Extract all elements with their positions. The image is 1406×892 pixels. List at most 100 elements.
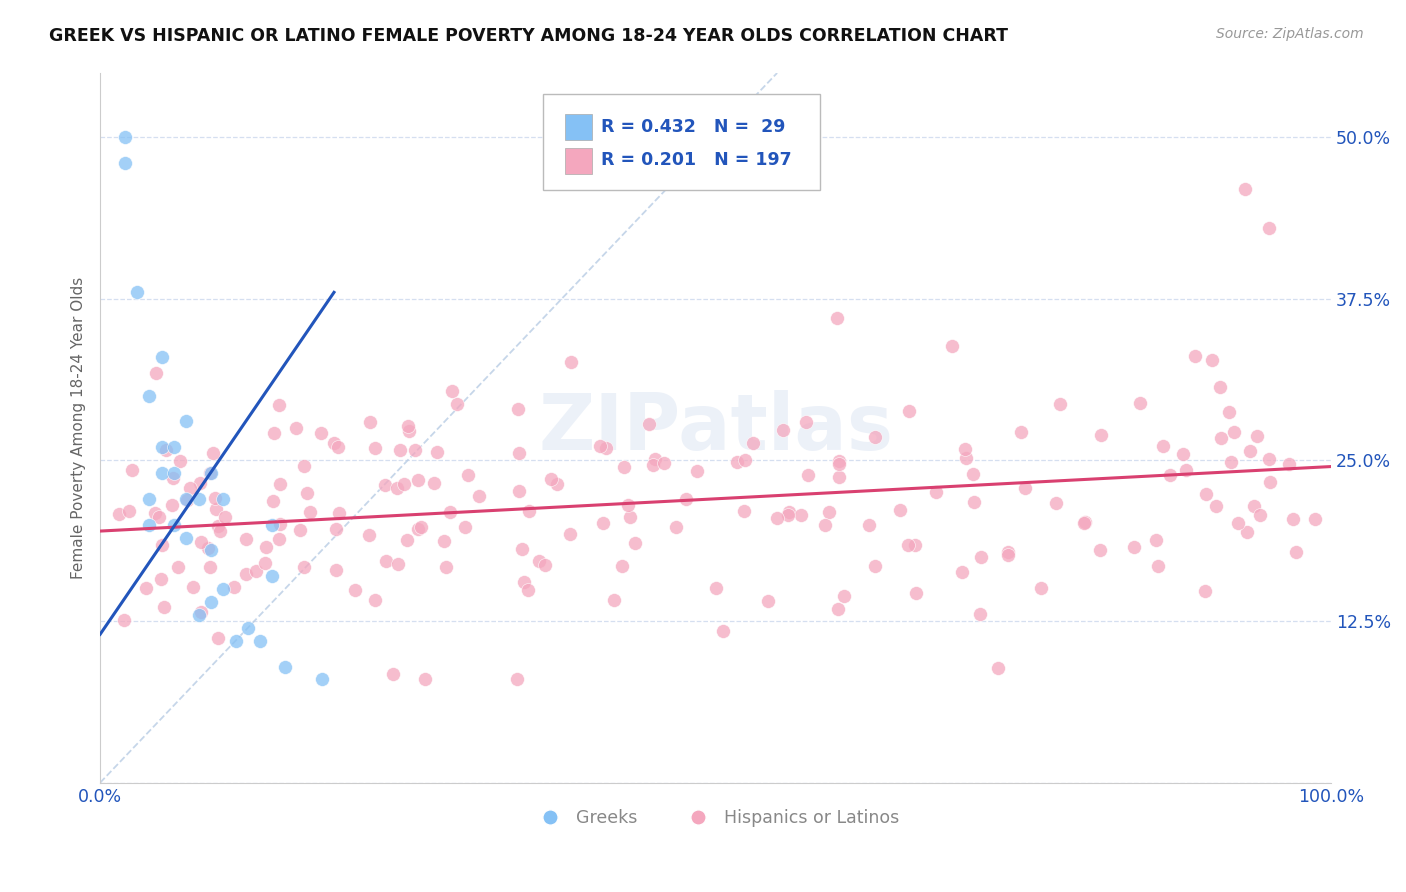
- Point: [398, 425, 420, 439]
- Point: [794, 415, 817, 429]
- Point: [1285, 545, 1308, 559]
- Point: [408, 522, 430, 536]
- Point: [457, 467, 479, 482]
- Point: [510, 541, 533, 556]
- Point: [187, 491, 209, 506]
- Point: [179, 481, 201, 495]
- Point: [706, 581, 728, 595]
- Point: [413, 673, 436, 687]
- Point: [742, 435, 765, 450]
- Point: [1249, 508, 1271, 523]
- Point: [357, 528, 380, 542]
- Point: [1258, 220, 1281, 235]
- Point: [962, 467, 984, 481]
- Point: [108, 508, 131, 522]
- Point: [125, 285, 148, 300]
- Point: [160, 498, 183, 512]
- Point: [613, 460, 636, 475]
- Point: [387, 557, 409, 571]
- Point: [517, 582, 540, 597]
- Text: Source: ZipAtlas.com: Source: ZipAtlas.com: [1216, 27, 1364, 41]
- Point: [560, 355, 582, 369]
- Point: [212, 582, 235, 596]
- Point: [121, 462, 143, 476]
- Point: [269, 476, 291, 491]
- Point: [245, 565, 267, 579]
- Point: [267, 397, 290, 411]
- Point: [408, 473, 430, 487]
- Point: [145, 366, 167, 380]
- Text: R = 0.432   N =  29: R = 0.432 N = 29: [602, 119, 786, 136]
- Point: [214, 509, 236, 524]
- Point: [665, 520, 688, 534]
- Point: [1090, 428, 1112, 442]
- Point: [202, 446, 225, 460]
- Point: [364, 593, 387, 607]
- Point: [236, 621, 259, 635]
- Point: [150, 466, 173, 480]
- Point: [200, 543, 222, 558]
- Point: [262, 517, 284, 532]
- Point: [212, 491, 235, 506]
- Point: [311, 673, 333, 687]
- Point: [1152, 439, 1174, 453]
- Point: [617, 498, 640, 512]
- Point: [950, 565, 973, 579]
- Point: [150, 440, 173, 454]
- Point: [274, 659, 297, 673]
- Point: [198, 466, 221, 480]
- Point: [294, 458, 316, 473]
- Point: [359, 415, 381, 429]
- Point: [155, 443, 177, 458]
- Point: [207, 518, 229, 533]
- Point: [1205, 499, 1227, 513]
- Point: [254, 541, 277, 555]
- Point: [558, 527, 581, 541]
- Point: [326, 440, 349, 454]
- Point: [508, 483, 530, 498]
- Point: [827, 310, 849, 325]
- Bar: [565, 147, 592, 174]
- Point: [772, 423, 794, 437]
- Point: [1073, 516, 1095, 530]
- Point: [395, 533, 418, 547]
- Point: [925, 485, 948, 500]
- Point: [114, 156, 136, 170]
- Point: [652, 456, 675, 470]
- Point: [1088, 542, 1111, 557]
- Point: [797, 468, 820, 483]
- Point: [190, 605, 212, 619]
- Point: [181, 580, 204, 594]
- Point: [624, 536, 647, 550]
- Point: [733, 504, 755, 518]
- Point: [344, 583, 367, 598]
- Point: [150, 538, 173, 552]
- Point: [517, 504, 540, 518]
- Point: [889, 503, 911, 517]
- Point: [176, 493, 198, 508]
- Point: [200, 466, 222, 480]
- Point: [1049, 396, 1071, 410]
- Point: [1147, 558, 1170, 573]
- Point: [953, 442, 976, 456]
- Point: [1173, 447, 1195, 461]
- Point: [619, 510, 641, 524]
- Point: [187, 607, 209, 622]
- Point: [323, 436, 346, 450]
- Point: [385, 482, 408, 496]
- Point: [1257, 451, 1279, 466]
- Point: [298, 505, 321, 519]
- Point: [135, 581, 157, 595]
- Legend: Greeks, Hispanics or Latinos: Greeks, Hispanics or Latinos: [526, 803, 905, 834]
- Bar: [565, 114, 592, 140]
- Point: [1246, 429, 1268, 443]
- Point: [897, 538, 920, 552]
- Point: [827, 457, 849, 471]
- Point: [163, 440, 186, 454]
- Point: [1260, 475, 1282, 489]
- Point: [997, 545, 1019, 559]
- Point: [963, 494, 986, 508]
- Point: [1236, 525, 1258, 540]
- Point: [269, 516, 291, 531]
- Point: [1209, 431, 1232, 445]
